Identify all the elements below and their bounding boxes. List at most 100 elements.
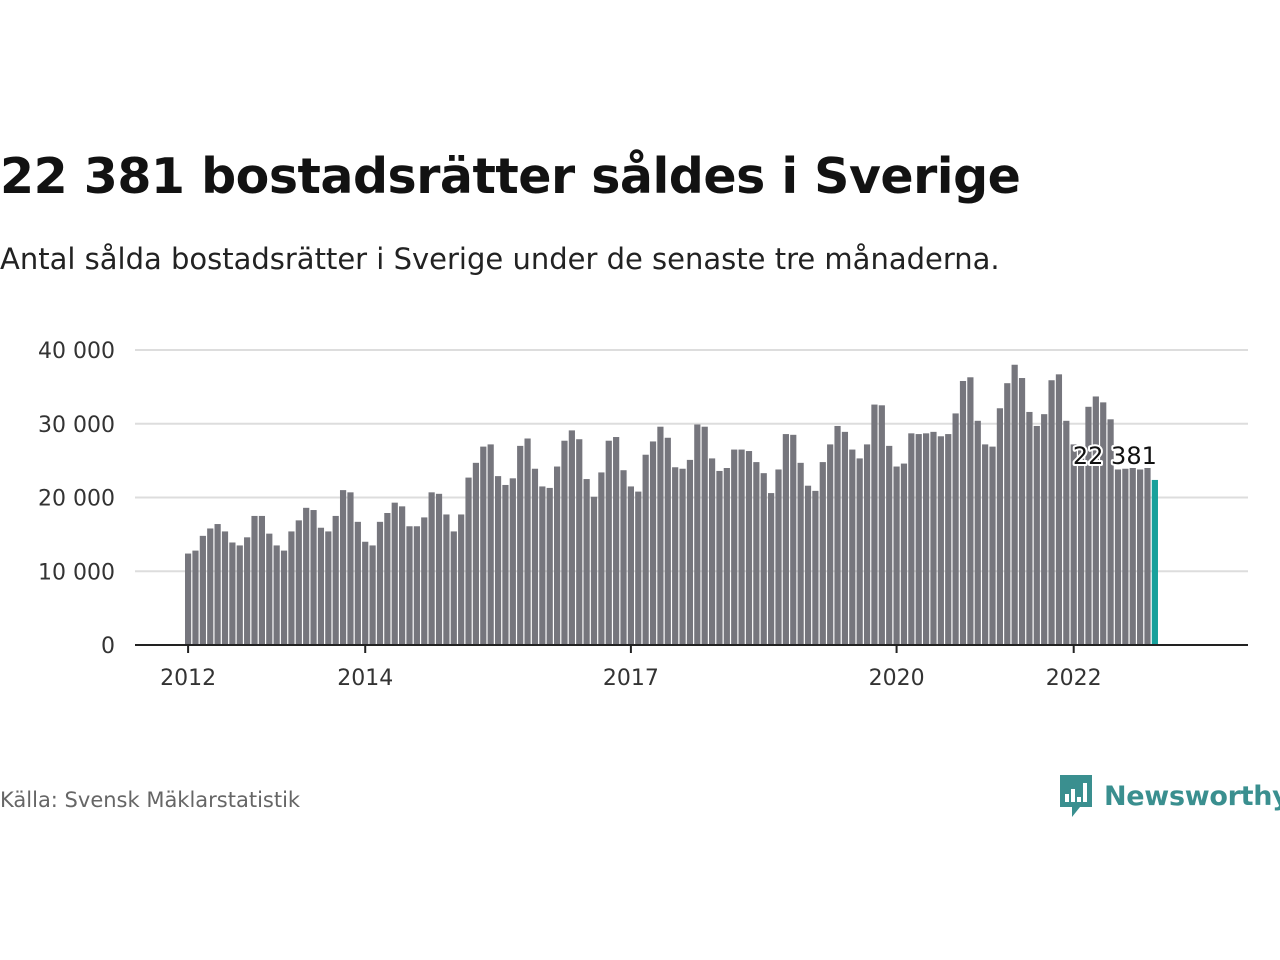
bar — [517, 445, 524, 645]
bar — [258, 515, 265, 645]
bar — [399, 506, 406, 645]
bar — [332, 515, 339, 645]
bar — [1114, 469, 1122, 645]
bar — [701, 426, 708, 645]
bar — [716, 470, 723, 645]
y-tick-label: 20 000 — [38, 487, 115, 512]
bar — [886, 445, 893, 645]
bar — [871, 404, 878, 645]
bar — [635, 491, 642, 645]
bar — [273, 545, 280, 645]
bar — [450, 531, 457, 645]
bar — [1092, 396, 1099, 645]
bar — [251, 515, 258, 645]
bar — [664, 437, 671, 645]
bar — [1085, 406, 1092, 645]
bar — [185, 553, 192, 645]
bar — [1048, 380, 1055, 645]
bar — [391, 502, 398, 645]
bar — [841, 431, 849, 645]
brand-logo[interactable]: Newsworthy — [1058, 772, 1280, 820]
bar — [354, 521, 361, 645]
bar — [406, 526, 413, 645]
bar — [686, 459, 694, 645]
bar — [627, 486, 634, 645]
x-tick-label: 2014 — [337, 666, 393, 691]
bar — [339, 490, 347, 645]
bar — [1122, 468, 1129, 645]
bar — [502, 484, 509, 645]
x-tick-label: 2022 — [1046, 666, 1102, 691]
bar — [435, 493, 443, 645]
bar — [753, 462, 760, 645]
bar — [679, 468, 686, 645]
x-axis: 2012 2014 2017 2020 2022 — [135, 644, 1248, 691]
bar — [893, 466, 900, 645]
bar — [878, 405, 885, 645]
bar — [915, 434, 922, 645]
bar — [295, 520, 302, 645]
bar — [561, 440, 568, 645]
bar — [317, 527, 325, 645]
bar — [657, 426, 664, 645]
bar — [576, 439, 583, 645]
bar — [1129, 468, 1136, 645]
bar — [1070, 444, 1077, 645]
bar — [989, 446, 996, 645]
bar — [428, 492, 435, 645]
bar — [236, 545, 243, 645]
value-annotation: 22 381 — [1071, 440, 1159, 472]
chart-subtitle: Antal sålda bostadsrätter i Sverige unde… — [0, 242, 1000, 276]
bar — [1063, 420, 1070, 645]
bar — [731, 449, 738, 645]
bar — [863, 444, 871, 645]
y-tick-label: 0 — [101, 634, 115, 659]
bar — [472, 462, 480, 645]
bar — [1026, 411, 1033, 645]
bar — [982, 444, 989, 645]
bar — [834, 425, 841, 645]
bar — [347, 492, 354, 645]
bar — [642, 454, 649, 645]
bar — [738, 449, 745, 645]
bar — [590, 496, 598, 645]
x-tick-label: 2020 — [869, 666, 925, 691]
bar — [827, 444, 834, 645]
bar — [524, 438, 531, 645]
bar — [1011, 364, 1018, 645]
bar — [280, 550, 288, 645]
bar — [266, 533, 273, 645]
bar — [207, 528, 214, 645]
bar — [221, 531, 229, 645]
bar — [214, 524, 221, 645]
bar — [465, 477, 472, 645]
y-tick-label: 30 000 — [38, 413, 115, 438]
bar — [1041, 414, 1048, 645]
bar — [384, 512, 391, 645]
bar — [1004, 383, 1011, 645]
bar — [288, 531, 295, 645]
bar — [937, 436, 944, 645]
bar — [598, 472, 605, 645]
bar — [303, 507, 310, 645]
bar — [694, 424, 701, 645]
bar — [554, 466, 561, 645]
bar — [923, 433, 930, 645]
bar — [849, 449, 856, 645]
bar — [539, 486, 546, 645]
bar — [649, 441, 657, 645]
bar — [804, 485, 812, 645]
bar — [494, 476, 502, 645]
bar — [568, 430, 575, 645]
bar — [531, 468, 539, 645]
bar — [413, 526, 420, 645]
bar — [546, 487, 553, 645]
bar — [421, 517, 428, 645]
bar — [745, 451, 753, 645]
bar — [192, 550, 199, 645]
bar — [1055, 374, 1063, 645]
source-note: Källa: Svensk Mäklarstatistik — [0, 788, 301, 812]
bar — [723, 468, 730, 645]
bar — [613, 437, 620, 645]
bar — [369, 545, 376, 645]
